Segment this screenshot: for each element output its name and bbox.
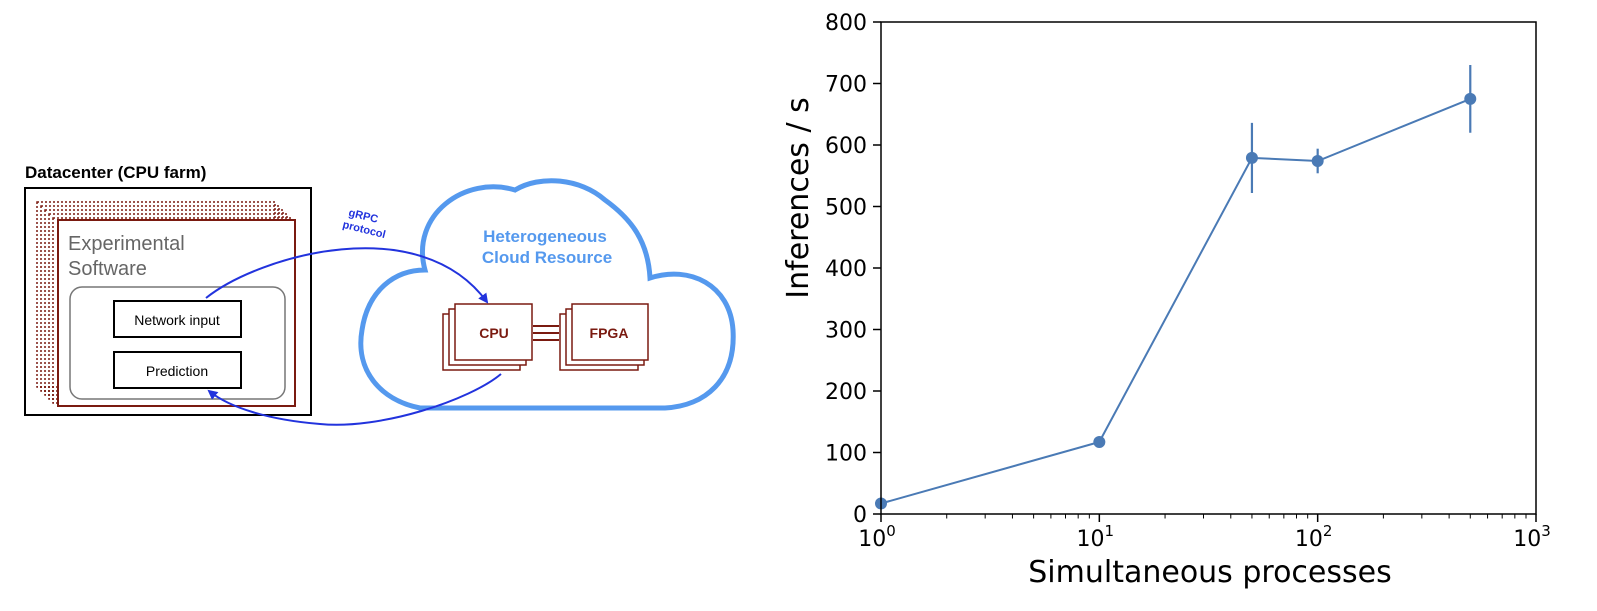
plot-frame bbox=[880, 21, 1537, 515]
cpu-label: CPU bbox=[479, 325, 509, 341]
x-tick-label: 103 bbox=[1513, 522, 1551, 552]
data-point bbox=[1464, 92, 1477, 105]
prediction-box bbox=[113, 351, 242, 389]
x-tick-label: 100 bbox=[858, 522, 896, 552]
y-tick-label: 800 bbox=[825, 11, 867, 36]
software-label-line2: Software bbox=[68, 258, 147, 280]
x-tick-base: 10 bbox=[1077, 527, 1105, 552]
x-tick-exponent: 0 bbox=[886, 522, 896, 540]
y-tick-label: 500 bbox=[825, 196, 867, 221]
x-tick-exponent: 3 bbox=[1541, 522, 1551, 540]
y-tick-label: 0 bbox=[853, 503, 867, 528]
cpu-stack bbox=[442, 303, 533, 371]
x-tick-exponent: 2 bbox=[1323, 522, 1333, 540]
datacenter-label: Datacenter (CPU farm) bbox=[25, 163, 206, 182]
y-tick-label: 700 bbox=[825, 73, 867, 98]
x-axis-label: Simultaneous processes bbox=[1028, 555, 1391, 590]
data-point bbox=[1245, 151, 1258, 164]
x-tick-exponent: 1 bbox=[1105, 522, 1115, 540]
prediction-label: Prediction bbox=[146, 363, 208, 379]
data-point bbox=[1093, 436, 1106, 449]
fpga-label: FPGA bbox=[590, 325, 629, 341]
x-tick-label: 102 bbox=[1295, 522, 1333, 552]
architecture-diagram: Datacenter (CPU farm) Experimental Softw… bbox=[24, 163, 736, 426]
cloud-shape bbox=[358, 178, 736, 411]
request-arrow bbox=[205, 247, 489, 304]
x-tick-base: 10 bbox=[1295, 527, 1323, 552]
network-input-box bbox=[113, 300, 242, 338]
cloud-label-line2: Cloud Resource bbox=[482, 248, 612, 267]
y-tick-label: 300 bbox=[825, 319, 867, 344]
fpga-stack bbox=[559, 303, 649, 371]
series-line bbox=[880, 97, 1471, 505]
y-tick-label: 400 bbox=[825, 257, 867, 282]
cloud-label-line1: Heterogeneous bbox=[483, 227, 607, 246]
x-tick-base: 10 bbox=[1513, 527, 1541, 552]
cpu-fpga-link bbox=[533, 325, 559, 341]
x-tick-label: 101 bbox=[1077, 522, 1115, 552]
y-axis-label: Inferences / s bbox=[781, 97, 816, 298]
y-tick-label: 100 bbox=[825, 442, 867, 467]
x-tick-base: 10 bbox=[858, 527, 886, 552]
throughput-chart: Inferences / s Simultaneous processes 01… bbox=[781, 11, 1551, 590]
response-arrow bbox=[207, 373, 502, 426]
network-input-label: Network input bbox=[134, 312, 220, 328]
software-label-line1: Experimental bbox=[68, 233, 185, 255]
data-point bbox=[1311, 154, 1324, 167]
y-tick-label: 200 bbox=[825, 380, 867, 405]
y-tick-label: 600 bbox=[825, 134, 867, 159]
